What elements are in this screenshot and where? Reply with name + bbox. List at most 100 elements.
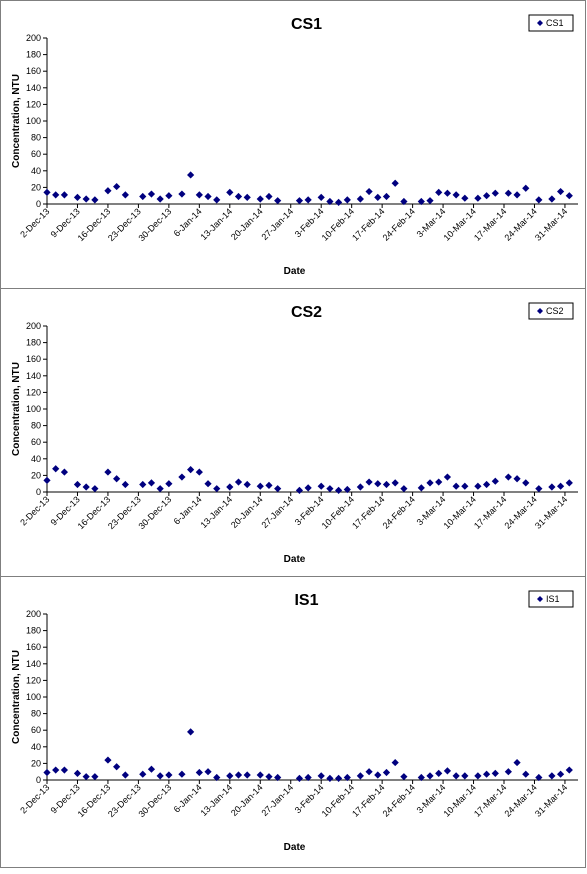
data-point bbox=[535, 196, 543, 204]
data-point bbox=[73, 480, 82, 489]
data-point bbox=[426, 772, 434, 780]
y-tick-label: 180 bbox=[26, 626, 41, 636]
x-tick-label: 27-Jan-14 bbox=[259, 782, 295, 818]
data-point bbox=[513, 191, 521, 199]
data-point bbox=[156, 772, 164, 780]
data-point bbox=[461, 482, 469, 490]
data-point bbox=[147, 190, 156, 198]
data-point bbox=[226, 772, 234, 780]
data-point bbox=[382, 480, 391, 489]
data-point bbox=[504, 189, 512, 197]
data-point bbox=[204, 192, 212, 201]
data-point bbox=[295, 774, 304, 782]
x-tick-label: 30-Dec-13 bbox=[136, 206, 173, 243]
y-axis-label: Concentration, NTU bbox=[11, 74, 22, 168]
data-point bbox=[548, 772, 556, 780]
data-point bbox=[326, 485, 334, 493]
y-tick-label: 160 bbox=[26, 354, 41, 364]
data-point bbox=[73, 193, 82, 201]
legend: IS1 bbox=[528, 590, 574, 608]
data-point bbox=[226, 483, 234, 491]
data-point bbox=[60, 191, 69, 199]
y-tick-label: 100 bbox=[26, 116, 41, 126]
data-point bbox=[417, 484, 425, 492]
data-point bbox=[374, 480, 382, 488]
data-point bbox=[274, 197, 282, 205]
data-point bbox=[522, 184, 530, 192]
x-tick-label: 31-Mar-14 bbox=[533, 494, 569, 530]
y-axis-label: Concentration, NTU bbox=[11, 362, 22, 456]
data-point bbox=[335, 774, 343, 782]
data-point bbox=[113, 182, 121, 191]
data-point bbox=[82, 195, 90, 203]
legend-label: CS2 bbox=[546, 306, 564, 316]
data-point bbox=[187, 728, 195, 736]
data-point bbox=[365, 768, 373, 776]
data-point bbox=[295, 197, 304, 205]
data-point bbox=[374, 771, 382, 779]
legend: CS2 bbox=[528, 302, 574, 320]
data-point bbox=[121, 191, 129, 199]
y-tick-label: 80 bbox=[31, 421, 41, 431]
data-point bbox=[195, 768, 203, 777]
data-point bbox=[474, 482, 482, 490]
data-point bbox=[556, 482, 565, 490]
data-point bbox=[482, 770, 491, 778]
data-point bbox=[156, 195, 164, 203]
data-point bbox=[343, 485, 351, 494]
data-point bbox=[482, 480, 491, 489]
y-tick-label: 160 bbox=[26, 642, 41, 652]
data-point bbox=[317, 772, 325, 780]
chart-svg: CS10204060801001201401601802002-Dec-139-… bbox=[11, 14, 578, 277]
data-point bbox=[417, 197, 425, 206]
y-tick-label: 200 bbox=[26, 33, 41, 43]
y-tick-label: 140 bbox=[26, 659, 41, 669]
data-point bbox=[522, 479, 530, 487]
data-point bbox=[535, 773, 543, 782]
data-point bbox=[156, 485, 164, 493]
data-point bbox=[113, 475, 121, 483]
data-point bbox=[356, 483, 364, 491]
data-point bbox=[165, 480, 173, 488]
data-point bbox=[326, 197, 334, 206]
data-point bbox=[195, 468, 203, 476]
data-point bbox=[82, 483, 90, 491]
y-tick-label: 120 bbox=[26, 675, 41, 685]
data-point bbox=[382, 768, 391, 777]
y-tick-label: 100 bbox=[26, 692, 41, 702]
x-tick-label: 24-Feb-14 bbox=[381, 206, 417, 242]
chart-panel-cs2: CS2 0 20 40 60 80 100 120 140 160 180 200 2-Dec-13 9-… bbox=[0, 288, 586, 578]
data-point bbox=[165, 192, 173, 200]
y-tick-label: 140 bbox=[26, 371, 41, 381]
data-point bbox=[234, 478, 243, 486]
data-point bbox=[195, 191, 203, 199]
x-tick-label: 13-Jan-14 bbox=[198, 782, 234, 818]
data-point bbox=[343, 196, 351, 204]
data-point bbox=[474, 194, 482, 202]
data-point bbox=[91, 485, 99, 493]
data-point bbox=[443, 473, 452, 481]
data-point bbox=[165, 771, 173, 779]
x-tick-label: 31-Mar-14 bbox=[533, 782, 569, 818]
data-point bbox=[504, 473, 512, 481]
data-point bbox=[43, 768, 51, 777]
data-point bbox=[91, 773, 99, 781]
data-point bbox=[187, 465, 195, 474]
x-tick-label: 20-Jan-14 bbox=[229, 206, 265, 242]
data-point bbox=[43, 188, 51, 196]
x-tick-label: 24-Feb-14 bbox=[381, 494, 417, 530]
data-point bbox=[178, 473, 186, 481]
legend: CS1 bbox=[528, 14, 574, 32]
data-point bbox=[147, 765, 156, 773]
data-point bbox=[491, 189, 499, 197]
data-point bbox=[104, 756, 112, 764]
chart-panel-is1: IS1 0 20 40 60 80 100 120 140 160 180 200 2-Dec-13 9-… bbox=[0, 576, 586, 868]
x-tick-label: 2-Dec-13 bbox=[18, 206, 51, 239]
data-point bbox=[435, 188, 443, 196]
data-point bbox=[391, 758, 399, 767]
y-tick-label: 60 bbox=[31, 725, 41, 735]
data-point bbox=[435, 769, 443, 777]
data-point bbox=[452, 482, 460, 490]
data-point bbox=[60, 468, 69, 476]
data-point bbox=[452, 191, 460, 199]
